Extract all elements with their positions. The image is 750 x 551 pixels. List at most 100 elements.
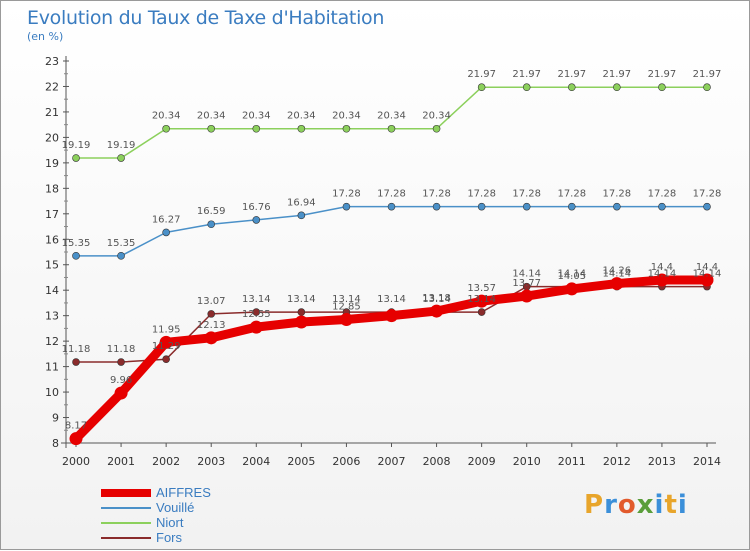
data-label-aiffres: 13.18 — [422, 293, 451, 304]
data-label-niort: 20.34 — [152, 111, 181, 122]
x-tick-label: 2004 — [242, 455, 270, 468]
data-point-aiffres — [610, 277, 624, 291]
data-label-niort: 20.34 — [377, 111, 406, 122]
y-tick-label: 10 — [45, 386, 59, 399]
x-tick-label: 2006 — [332, 455, 360, 468]
legend-label: Vouillé — [156, 500, 195, 515]
chart-unit: (en %) — [27, 30, 64, 43]
data-label-aiffres: 11.95 — [152, 324, 181, 335]
data-label-fors: 13.14 — [377, 294, 406, 305]
x-tick-label: 2014 — [693, 455, 721, 468]
logo-letter: x — [636, 490, 655, 520]
legend-item-aiffres: AIFFRES — [101, 485, 211, 500]
data-point-niort — [522, 83, 531, 92]
data-point-niort — [162, 124, 170, 133]
x-tick-label: 2003 — [197, 455, 225, 468]
data-point-aiffres — [204, 331, 218, 345]
data-point-niort — [342, 124, 351, 133]
data-label-niort: 19.19 — [62, 140, 91, 151]
logo-letter: o — [617, 490, 637, 520]
data-point-fors — [477, 308, 486, 316]
data-label-niort: 21.97 — [693, 69, 722, 80]
data-point-niort — [117, 154, 125, 162]
x-tick-label: 2008 — [423, 455, 451, 468]
data-label-vouille: 17.28 — [512, 189, 541, 200]
data-point-vouille — [658, 202, 666, 211]
x-tick-label: 2012 — [603, 455, 631, 468]
data-point-vouille — [703, 202, 711, 211]
y-tick-label: 8 — [52, 437, 59, 450]
y-tick-label: 15 — [45, 259, 59, 272]
y-tick-label: 21 — [45, 106, 59, 119]
data-point-niort — [432, 124, 441, 133]
data-point-vouille — [387, 202, 396, 211]
data-label-aiffres: 12.55 — [242, 309, 271, 320]
legend-item-fors: Fors — [101, 530, 211, 545]
data-point-aiffres — [339, 312, 353, 326]
logo-letter: i — [654, 490, 665, 520]
data-label-aiffres: 13.57 — [467, 283, 496, 294]
data-label-vouille: 15.35 — [107, 238, 136, 249]
data-label-aiffres: 14.4 — [696, 262, 718, 273]
data-label-fors: 13.14 — [467, 294, 496, 305]
data-label-fors: 11.18 — [107, 344, 136, 355]
data-point-niort — [658, 83, 666, 92]
y-tick-label: 11 — [45, 361, 59, 374]
legend-swatch-fors — [101, 536, 151, 539]
data-point-niort — [72, 154, 80, 162]
data-point-fors — [162, 355, 170, 364]
data-point-aiffres — [249, 320, 263, 334]
legend-item-vouille: Vouillé — [101, 500, 211, 515]
logo-letter: t — [664, 490, 678, 520]
data-point-niort — [387, 124, 396, 133]
y-tick-label: 18 — [45, 182, 59, 195]
data-point-aiffres — [159, 335, 173, 349]
data-label-niort: 21.97 — [467, 69, 496, 80]
x-tick-label: 2002 — [152, 455, 180, 468]
data-label-fors: 14.14 — [693, 269, 722, 280]
data-label-vouille: 17.28 — [648, 189, 677, 200]
y-tick-label: 23 — [45, 55, 59, 68]
logo-letter: i — [677, 490, 688, 520]
data-label-fors: 13.14 — [332, 294, 361, 305]
y-tick-label: 14 — [45, 284, 59, 297]
data-point-niort — [613, 83, 621, 92]
data-label-fors: 14.14 — [512, 269, 541, 280]
data-label-niort: 20.34 — [242, 111, 271, 122]
data-label-aiffres: 13.77 — [512, 278, 541, 289]
data-point-fors — [252, 308, 261, 316]
legend-swatch-aiffres — [101, 488, 151, 497]
data-label-vouille: 17.28 — [603, 189, 632, 200]
data-point-niort — [207, 124, 216, 133]
data-point-aiffres — [385, 309, 398, 323]
data-point-vouille — [297, 211, 306, 220]
data-point-vouille — [567, 202, 576, 211]
data-point-aiffres — [565, 282, 579, 296]
data-label-vouille: 17.28 — [557, 189, 586, 200]
x-tick-label: 2010 — [513, 455, 541, 468]
data-point-aiffres — [475, 294, 489, 308]
data-label-aiffres: 9.96 — [110, 375, 132, 386]
chart-title: Evolution du Taux de Taxe d'Habitation — [27, 7, 385, 29]
x-tick-label: 2009 — [468, 455, 496, 468]
legend-label: Niort — [156, 515, 184, 530]
data-label-aiffres: 14.26 — [603, 266, 632, 277]
legend-swatch-niort — [101, 521, 151, 524]
data-label-niort: 20.34 — [197, 111, 226, 122]
data-point-vouille — [72, 252, 80, 260]
data-label-fors: 14.14 — [648, 269, 677, 280]
data-label-vouille: 17.28 — [332, 189, 361, 200]
data-label-vouille: 16.59 — [197, 206, 226, 217]
legend: AIFFRES Vouillé Niort Fors — [101, 485, 211, 545]
data-point-vouille — [117, 252, 125, 260]
data-label-niort: 20.34 — [422, 111, 451, 122]
data-label-vouille: 17.28 — [422, 189, 451, 200]
x-tick-label: 2001 — [107, 455, 135, 468]
data-label-fors: 11.29 — [152, 341, 181, 352]
data-label-niort: 21.97 — [512, 69, 541, 80]
y-tick-label: 16 — [45, 233, 59, 246]
data-label-fors: 13.07 — [197, 296, 226, 307]
y-tick-label: 20 — [45, 131, 59, 144]
y-tick-label: 12 — [45, 335, 59, 348]
